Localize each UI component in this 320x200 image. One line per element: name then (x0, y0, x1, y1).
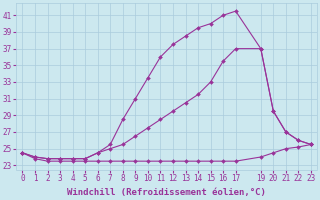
X-axis label: Windchill (Refroidissement éolien,°C): Windchill (Refroidissement éolien,°C) (67, 188, 266, 197)
